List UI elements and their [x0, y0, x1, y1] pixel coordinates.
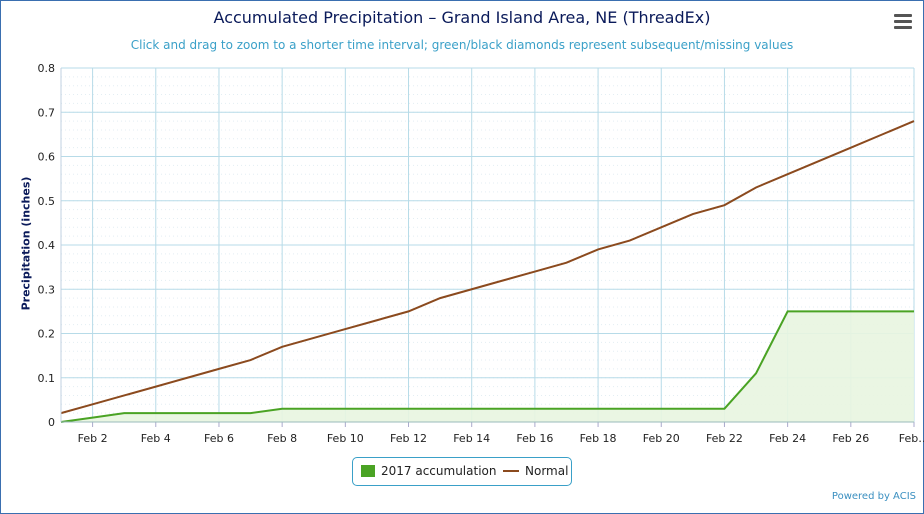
x-tick-label: Feb 2 [78, 432, 108, 445]
y-tick-label: 0.4 [38, 239, 56, 252]
accumulation-swatch-icon [361, 465, 375, 477]
legend: 2017 accumulation Normal [352, 457, 572, 486]
normal-line-icon [503, 470, 519, 472]
y-tick-label: 0.8 [38, 62, 56, 75]
x-tick-label: Feb… [899, 432, 924, 445]
y-axis-label: Precipitation (inches) [19, 176, 33, 311]
x-tick-label: Feb 20 [643, 432, 680, 445]
y-tick-label: 0.1 [38, 372, 56, 385]
legend-item-accumulation[interactable]: 2017 accumulation [361, 464, 496, 478]
axes [60, 68, 915, 427]
accumulation-line [60, 310, 914, 423]
x-tick-label: Feb 16 [516, 432, 553, 445]
y-tick-label: 0.6 [38, 151, 56, 164]
major-grid [61, 67, 915, 423]
hamburger-menu-icon[interactable] [894, 14, 912, 30]
y-tick-label: 0.3 [38, 283, 56, 296]
x-tick-label: Feb 12 [390, 432, 427, 445]
x-tick-label: Feb 18 [580, 432, 617, 445]
legend-label-accumulation: 2017 accumulation [381, 464, 497, 478]
x-tick-label: Feb 4 [141, 432, 171, 445]
y-tick-label: 0.7 [38, 106, 56, 119]
x-tick-label: Feb 8 [267, 432, 297, 445]
legend-item-normal[interactable]: Normal [503, 464, 568, 478]
y-tick-label: 0 [48, 416, 55, 429]
series-layer [60, 120, 915, 423]
x-tick-label: Feb 24 [769, 432, 806, 445]
accumulation-area [61, 311, 914, 422]
credits-link[interactable]: Powered by ACIS [831, 491, 916, 502]
y-tick-label: 0.2 [38, 328, 56, 341]
tick-labels: 0 0.1 0.2 0.3 0.4 0.5 0.6 0.7 0.8 Feb 2 Feb 4 Feb 6… [38, 62, 924, 445]
legend-label-normal: Normal [525, 464, 569, 478]
chart-subtitle: Click and drag to zoom to a shorter time… [130, 38, 794, 52]
x-tick-label: Feb 10 [327, 432, 364, 445]
chart-title: Accumulated Precipitation – Grand Island… [213, 8, 711, 27]
x-tick-label: Feb 6 [204, 432, 234, 445]
x-tick-label: Feb 22 [706, 432, 743, 445]
y-tick-label: 0.5 [38, 195, 56, 208]
x-tick-label: Feb 14 [453, 432, 490, 445]
normal-line [60, 120, 915, 415]
x-tick-label: Feb 26 [832, 432, 869, 445]
